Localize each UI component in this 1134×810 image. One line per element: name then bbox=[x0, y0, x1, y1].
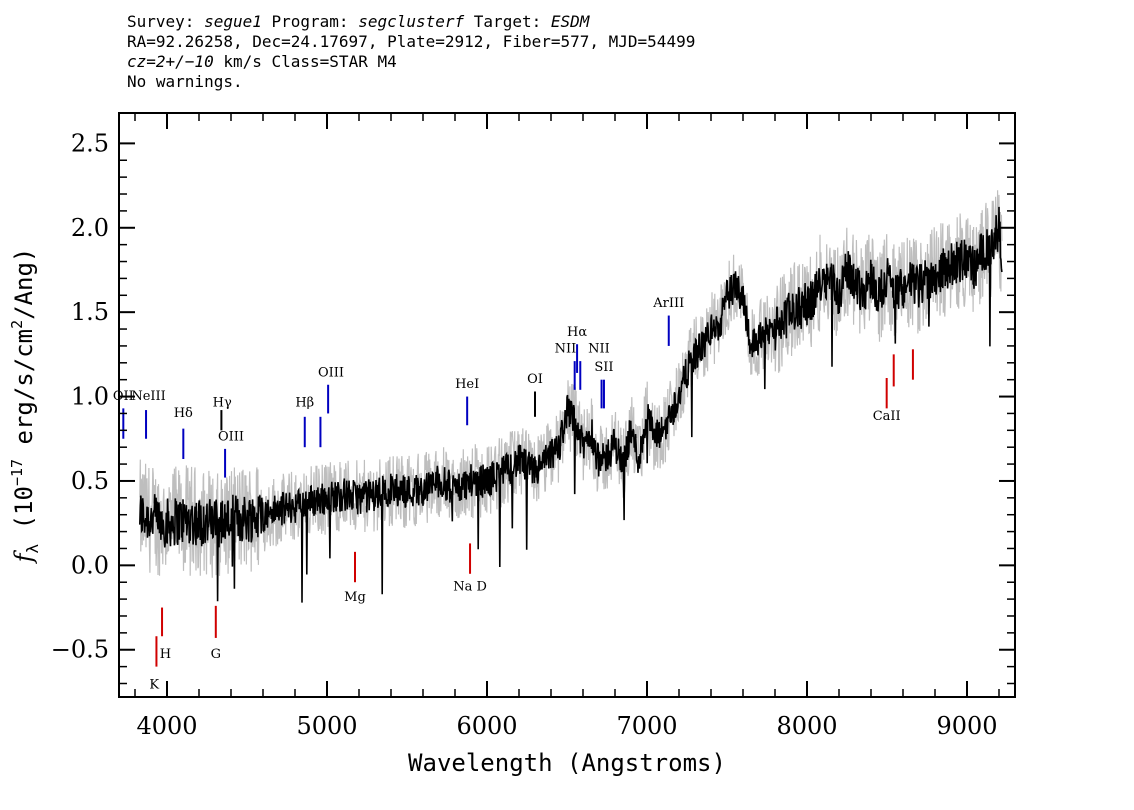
absorption-line-label: H bbox=[160, 647, 171, 662]
target-label: Target: bbox=[464, 12, 551, 31]
emission-line-label: NII bbox=[588, 342, 610, 357]
emission-line-label: SII bbox=[594, 360, 613, 375]
spectrum-header: Survey: segue1 Program: segclusterf Targ… bbox=[127, 12, 695, 92]
y-tick-label: 1.0 bbox=[71, 383, 109, 411]
survey-value: segue1 bbox=[204, 12, 262, 31]
emission-line-label: Hβ bbox=[295, 396, 314, 411]
y-axis-title-sub: λ bbox=[23, 543, 42, 553]
class-value: km/s Class=STAR M4 bbox=[213, 52, 397, 71]
absorption-line-label: CaII bbox=[873, 409, 901, 424]
flux-spectrum-line bbox=[139, 206, 1003, 603]
y-tick-label: 2.0 bbox=[71, 214, 109, 242]
emission-line-label: ArIII bbox=[652, 296, 684, 311]
y-axis-title-c: /Ang) bbox=[10, 248, 38, 320]
emission-line-label: Hα bbox=[567, 325, 587, 340]
emission-line-label: OIII bbox=[218, 429, 244, 444]
axis-ticks: 4000 5000 6000 7000 8000 9000 −0.5 0.0 0.5 1.0 1.5… bbox=[51, 113, 1015, 740]
survey-label: Survey: bbox=[127, 12, 205, 31]
x-axis-title: Wavelength (Angstroms) bbox=[408, 749, 726, 777]
header-line-survey: Survey: segue1 Program: segclusterf Targ… bbox=[127, 12, 695, 32]
y-tick-label: 1.5 bbox=[71, 298, 109, 326]
x-tick-label: 8000 bbox=[776, 712, 837, 740]
x-tick-label: 7000 bbox=[616, 712, 677, 740]
error-series bbox=[139, 190, 1003, 578]
error-spectrum-line bbox=[139, 190, 1003, 578]
x-tick-label: 5000 bbox=[296, 712, 357, 740]
y-tick-label: 2.5 bbox=[71, 129, 109, 157]
emission-line-label: HeI bbox=[455, 377, 479, 392]
emission-line-label: NII bbox=[555, 342, 577, 357]
absorption-line-label: G bbox=[211, 647, 221, 662]
y-axis-title-exp2: 2 bbox=[8, 320, 26, 329]
program-value: segclusterf bbox=[358, 12, 465, 31]
emission-line-label: Hγ bbox=[213, 396, 232, 411]
emission-line-label: OIII bbox=[318, 365, 344, 380]
y-tick-label: −0.5 bbox=[51, 636, 109, 664]
y-tick-label: 0.0 bbox=[71, 551, 109, 579]
redshift-value: cz=2+/−10 bbox=[127, 52, 214, 71]
y-axis-title-a: (10 bbox=[10, 486, 38, 544]
target-value: ESDM bbox=[550, 12, 590, 31]
program-label: Program: bbox=[261, 12, 359, 31]
x-tick-label: 4000 bbox=[136, 712, 197, 740]
flux-series bbox=[139, 206, 1003, 603]
y-axis-title-exp1: −17 bbox=[8, 459, 26, 486]
plot-frame bbox=[118, 112, 1016, 698]
x-tick-label: 9000 bbox=[936, 712, 997, 740]
x-tick-label: 6000 bbox=[456, 712, 517, 740]
absorption-line-label: Na D bbox=[453, 580, 487, 595]
emission-line-label: NeIII bbox=[131, 389, 165, 404]
y-axis-title-b: erg/s/cm bbox=[10, 329, 38, 459]
header-line-warnings: No warnings. bbox=[127, 72, 243, 91]
header-line-coordinates: RA=92.26258, Dec=24.17697, Plate=2912, F… bbox=[127, 32, 696, 51]
y-tick-label: 0.5 bbox=[71, 467, 109, 495]
emission-line-label: Hδ bbox=[174, 406, 193, 421]
emission-line-label: OI bbox=[527, 372, 543, 387]
header-line-class: cz=2+/−10 km/s Class=STAR M4 bbox=[127, 52, 695, 72]
y-axis-title: fλ (10−17 erg/s/cm2/Ang) bbox=[8, 248, 42, 565]
absorption-line-label: K bbox=[149, 678, 159, 693]
absorption-line-label: Mg bbox=[344, 590, 366, 605]
